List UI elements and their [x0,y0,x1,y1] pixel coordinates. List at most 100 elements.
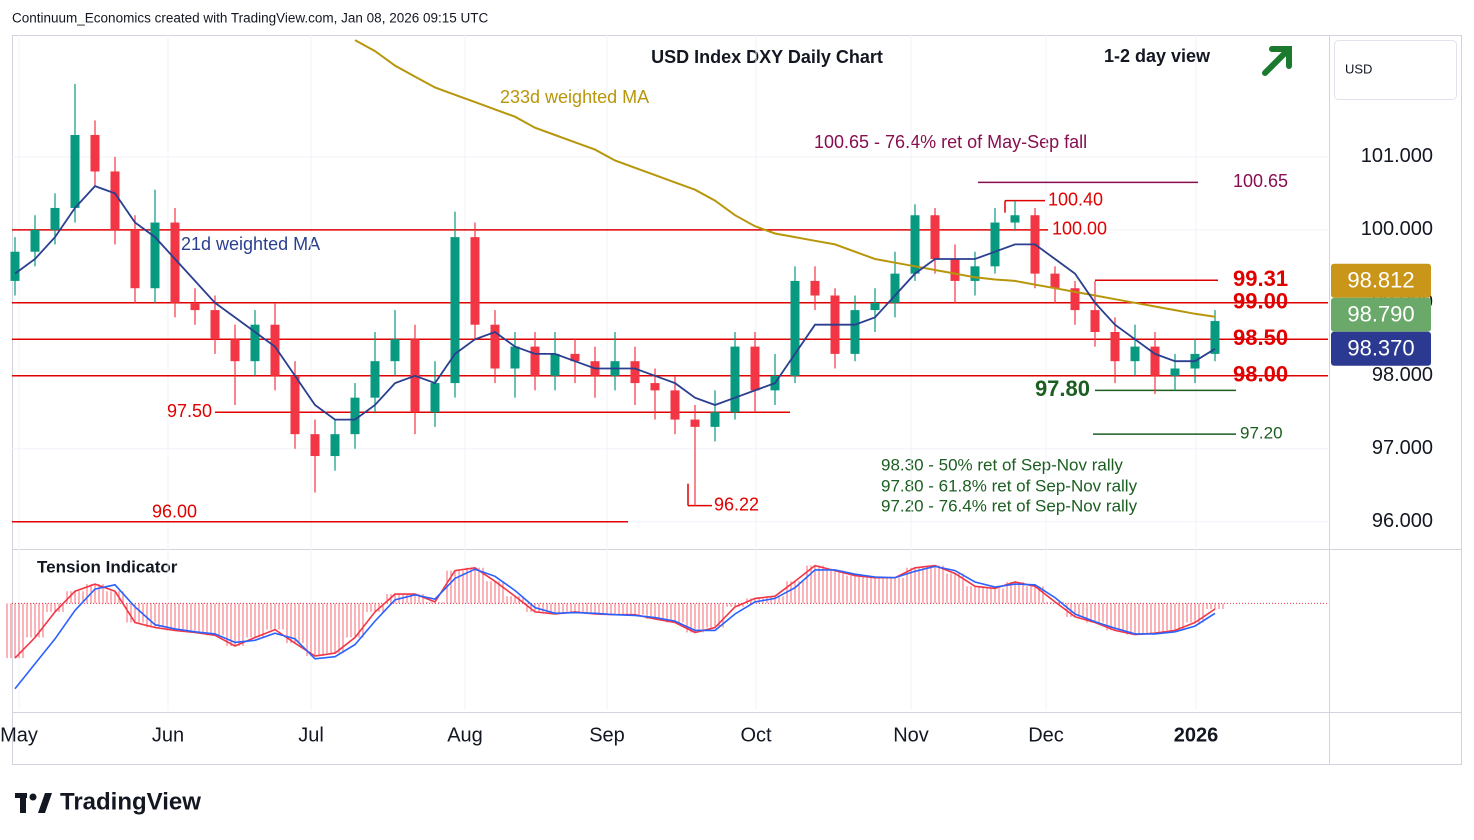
candle-body [190,302,200,311]
frame [12,35,1462,765]
candle-body [390,339,400,362]
level-label: 97.20 [1240,424,1283,443]
candle-body [1130,346,1140,362]
candle-body [1090,310,1100,332]
candle-body [710,412,720,427]
candle-body [670,390,680,420]
candle-body [790,280,800,376]
indicator-line [14,565,1216,690]
candle-body [290,375,300,435]
plot [6,35,1328,710]
y-tick-label: 101.000 [1361,145,1433,167]
level-label: 97.80 [1035,376,1090,401]
level-label: 98.50 [1233,325,1288,350]
candle-body [890,273,900,303]
candle-body [850,310,860,354]
level-label: 98.00 [1233,362,1288,387]
price-tag-label: 98.370 [1347,336,1414,361]
logo [15,793,52,813]
price-tag [1331,331,1431,366]
candle-body [250,324,260,362]
candle-body [750,346,760,391]
y-tick-label: 96.000 [1372,510,1433,532]
x-tick-label: 2026 [1174,724,1219,746]
candle-body [630,361,640,384]
candle-body [450,237,460,384]
candle-body [70,134,80,208]
y-tick-label: 97.000 [1372,437,1433,459]
candle-body [170,222,180,303]
candle-body [430,383,440,413]
candle-body [490,324,500,369]
x-tick-label: Jul [298,724,324,746]
x-tick-label: Aug [447,724,483,746]
x-tick-label: Oct [740,724,772,746]
candle-body [50,207,60,230]
logo-text: TradingView [60,788,201,815]
header: Continuum_Economics created with Trading… [12,11,489,26]
candle-body [1110,332,1120,362]
chart-title: USD Index DXY Daily Chart [651,47,883,67]
candle-body [150,222,160,289]
x-tick-label: Dec [1028,724,1064,746]
candle-body [990,222,1000,267]
price-tag-label: 98.790 [1347,302,1414,327]
price-tag-label: 98.812 [1347,268,1414,293]
candle-body [210,310,220,340]
candle-body [530,346,540,376]
level-label: 99.00 [1233,289,1288,314]
candle-body [10,251,20,281]
level-label: 96.00 [152,501,197,521]
trend-arrow [1262,46,1292,76]
candle-body [950,259,960,281]
level-label: 100.40 [1048,189,1103,209]
candle-body [650,383,660,391]
candle-body [350,397,360,435]
level-label: 100.00 [1052,219,1107,239]
y-tick-label: 98.000 [1372,364,1433,386]
ma-label: 233d weighted MA [500,87,649,107]
moving-average [14,185,1216,421]
candle-body [110,171,120,230]
candle-body [470,237,480,325]
candle-body [1150,346,1160,376]
candle-body [870,302,880,311]
moving-average [354,39,1216,318]
candle-body [510,346,520,369]
x-tick-label: Jun [152,724,184,746]
level-label: 99.31 [1233,266,1288,291]
candle-body [90,134,100,172]
candle-body [810,280,820,296]
annotation: 100.65 - 76.4% ret of May-Sep fall [814,132,1087,152]
candle-body [690,419,700,427]
level-label: 100.65 [1233,171,1288,191]
currency-box [1334,40,1457,100]
x-tick-label: Sep [589,724,625,746]
currency-label: USD [1345,61,1372,76]
candle-body [130,229,140,289]
annotation: 98.30 - 50% ret of Sep-Nov rally [881,455,1123,474]
level-label: 96.22 [714,494,759,514]
candle-body [930,215,940,260]
candle-body [570,353,580,362]
price-tag [1331,263,1431,298]
candle-body [230,339,240,362]
price-tag [1331,297,1431,332]
ma-label: 21d weighted MA [181,234,320,254]
x-tick-label: May [0,724,38,746]
y-tick-label: 100.000 [1361,218,1433,240]
candle-body [730,346,740,413]
candle-body [970,266,980,281]
indicator-title: Tension Indicator [37,557,178,576]
candle-body [550,353,560,376]
annotation: 97.20 - 76.4% ret of Sep-Nov rally [881,496,1138,515]
candle-body [330,434,340,457]
x-tick-label: Nov [893,724,929,746]
candle-body [1050,273,1060,289]
candle-body [1210,321,1220,354]
candle-body [370,361,380,398]
candle-body [1170,368,1180,376]
candle-body [270,324,280,376]
